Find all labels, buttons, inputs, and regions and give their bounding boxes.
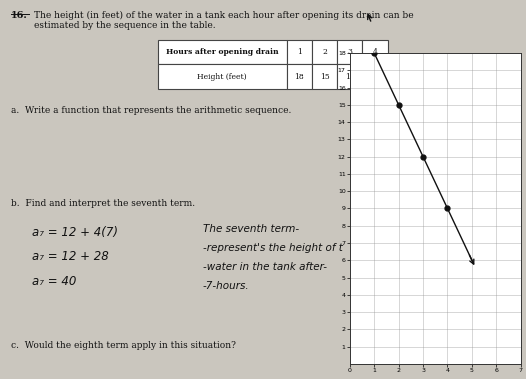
Bar bbox=[362, 64, 388, 89]
Text: b.  Find and interpret the seventh term.: b. Find and interpret the seventh term. bbox=[11, 199, 195, 208]
Text: c.  Would the eighth term apply in this situation?: c. Would the eighth term apply in this s… bbox=[11, 341, 236, 350]
Text: estimated by the sequence in the table.: estimated by the sequence in the table. bbox=[34, 21, 216, 30]
Text: 18: 18 bbox=[295, 73, 304, 81]
Bar bbox=[337, 64, 362, 89]
Text: -7-hours.: -7-hours. bbox=[203, 281, 249, 291]
Text: Hours after opening drain: Hours after opening drain bbox=[166, 48, 279, 56]
Text: a₇ = 12 + 4(7): a₇ = 12 + 4(7) bbox=[32, 226, 117, 238]
Bar bbox=[287, 40, 312, 64]
Text: a₇ = 40: a₇ = 40 bbox=[32, 275, 76, 288]
Text: a.  Write a function that represents the arithmetic sequence.: a. Write a function that represents the … bbox=[11, 106, 291, 115]
Text: The seventh term-: The seventh term- bbox=[203, 224, 299, 233]
Text: 2: 2 bbox=[322, 48, 327, 56]
Text: 1: 1 bbox=[297, 48, 302, 56]
Text: 3: 3 bbox=[347, 48, 352, 56]
Bar bbox=[312, 40, 337, 64]
Text: 4: 4 bbox=[372, 48, 378, 56]
Text: 15: 15 bbox=[320, 73, 329, 81]
Text: Height (feet): Height (feet) bbox=[197, 73, 247, 81]
Text: a₇ = 12 + 28: a₇ = 12 + 28 bbox=[32, 250, 108, 263]
Bar bbox=[287, 64, 312, 89]
Bar bbox=[312, 64, 337, 89]
Bar bbox=[158, 40, 287, 64]
Text: -represent's the height of t: -represent's the height of t bbox=[203, 243, 342, 252]
Text: The height (in feet) of the water in a tank each hour after opening its drain ca: The height (in feet) of the water in a t… bbox=[34, 11, 414, 20]
Text: -water in the tank after-: -water in the tank after- bbox=[203, 262, 327, 272]
Text: 16.: 16. bbox=[11, 11, 27, 20]
Text: 12: 12 bbox=[345, 73, 355, 81]
Text: 9: 9 bbox=[372, 73, 378, 81]
Bar bbox=[337, 40, 362, 64]
Bar bbox=[158, 64, 287, 89]
Bar bbox=[362, 40, 388, 64]
